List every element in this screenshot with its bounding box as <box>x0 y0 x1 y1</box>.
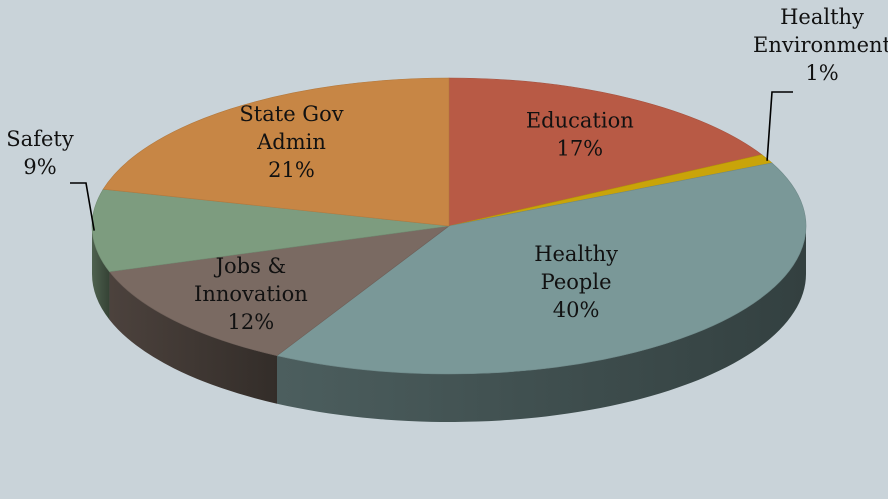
leader-lines <box>70 91 793 231</box>
slice-labels: Education 17% Healthy Environment 1% Healthy P… <box>6 5 888 334</box>
pie-side-jobs-and-innovation <box>109 271 278 404</box>
pie-slice-healthy-people <box>276 162 807 375</box>
slice-label-safety: Safety 9% <box>6 127 74 179</box>
pie-slice-education <box>448 77 763 227</box>
pie-top-layer <box>91 77 807 375</box>
leader-line-healthy-environment <box>766 91 793 161</box>
slice-label-healthy-people: Healthy People 40% <box>534 242 618 322</box>
slice-label-jobs-and-innovation: Jobs & Innovation 12% <box>194 254 308 334</box>
pie-slice-state-gov-admin <box>102 77 450 227</box>
leader-line-safety <box>70 182 95 231</box>
pie-side-healthy-people <box>277 226 806 422</box>
slice-label-healthy-environment: Healthy Environment 1% <box>753 5 888 85</box>
slice-label-state-gov-admin: State Gov Admin 21% <box>239 102 343 182</box>
pie-slice-safety <box>91 188 450 273</box>
pie-slice-jobs-and-innovation <box>108 225 451 357</box>
slice-label-education: Education 17% <box>526 108 634 160</box>
